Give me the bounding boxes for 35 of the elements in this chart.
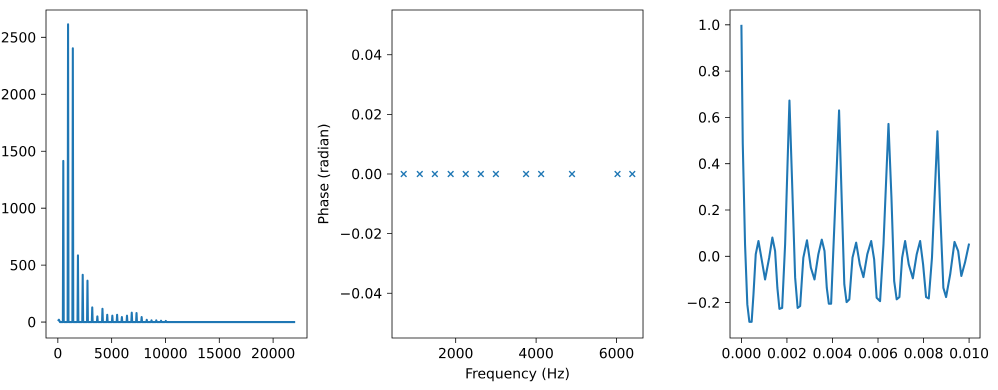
y-tick-label: 0.02 [352, 109, 381, 120]
y-tick-label: 0.0 [699, 251, 720, 262]
x-tick-label: 20000 [252, 348, 294, 358]
x-tick-label: 6000 [600, 348, 634, 358]
x-tick-label: 0.004 [814, 348, 852, 358]
y-tick-label: 1.0 [700, 20, 720, 30]
y-tick-label: −0.02 [341, 228, 381, 239]
y-tick-label: 0.04 [352, 49, 382, 60]
y-tick-label: 500 [10, 260, 36, 270]
x-tick-label: 0.010 [950, 348, 988, 358]
x-tick-label: 10000 [144, 348, 187, 358]
y-tick-label: 0 [28, 316, 36, 328]
y-tick-label: 0.4 [699, 158, 720, 169]
x-tick-label: 0.006 [859, 348, 898, 358]
x-tick-label: 0 [54, 348, 62, 358]
x-tick-label: 4000 [519, 348, 553, 358]
x-tick-label: 2000 [439, 348, 472, 358]
y-tick-label: 1000 [2, 202, 36, 214]
y-tick-label: 0.2 [699, 204, 719, 216]
x-axis-title: Frequency (Hz) [466, 368, 569, 382]
y-tick-label: 1500 [2, 146, 36, 156]
line-series [740, 24, 970, 323]
x-tick-label: 0.002 [768, 348, 806, 358]
y-tick-label: 2000 [2, 89, 36, 100]
x-tick-label: 5000 [95, 348, 128, 358]
x-tick-label: 15000 [198, 348, 240, 358]
x-tick-label: 0.000 [722, 348, 760, 358]
y-tick-label: −0.2 [688, 297, 719, 308]
y-tick-label: 0.8 [699, 66, 720, 76]
y-tick-label: 0.6 [699, 112, 720, 123]
y-tick-label: 2500 [2, 32, 36, 43]
y-tick-label: 0.00 [352, 168, 382, 180]
x-tick-label: 0.008 [904, 348, 942, 358]
y-tick-label: −0.04 [341, 288, 382, 299]
y-axis-title: Phase (radian) [318, 124, 330, 224]
